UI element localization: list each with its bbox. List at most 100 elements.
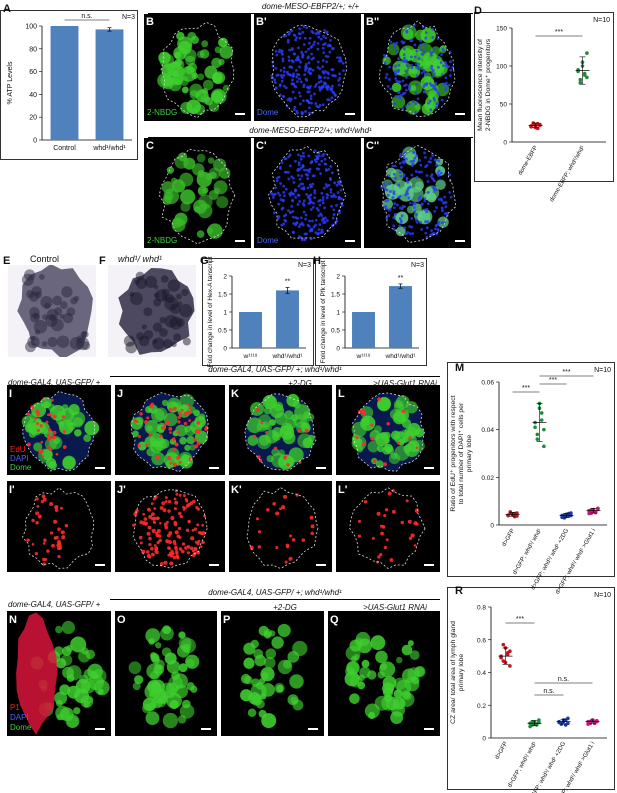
edu-spot <box>42 497 47 502</box>
edu-spot <box>180 408 184 412</box>
stain-spot <box>40 296 53 309</box>
nucleus <box>279 167 282 170</box>
nucleus <box>394 212 397 216</box>
cell-cluster <box>250 639 259 649</box>
nucleus <box>318 154 321 158</box>
nucleus <box>394 176 397 180</box>
panel-label-i: I <box>9 388 13 400</box>
edu-spot <box>61 535 66 540</box>
micrograph <box>240 623 318 730</box>
scale-bar <box>316 564 326 566</box>
nucleus <box>288 164 292 168</box>
edu-spot <box>272 501 276 506</box>
x-tick-label: d>GFP; whd¹/ whd¹ <box>512 528 543 576</box>
edu-spot <box>283 494 288 499</box>
stain-spot <box>25 341 36 353</box>
nucleus <box>415 49 419 53</box>
edu-spot <box>169 461 173 465</box>
nucleus <box>303 68 307 72</box>
edu-spot <box>57 527 61 532</box>
nucleus <box>340 197 343 201</box>
nucleus <box>288 97 291 100</box>
y-tick-label: 1.5 <box>218 292 227 299</box>
stain-spot <box>152 337 165 350</box>
nucleus <box>272 211 276 215</box>
nucleus <box>380 185 384 189</box>
nucleus <box>297 161 301 165</box>
nucleus <box>280 51 284 54</box>
y-tick-label: 60 <box>29 69 37 76</box>
nucleus <box>270 74 274 78</box>
cell-cluster <box>184 425 192 433</box>
nucleus <box>295 80 299 84</box>
nucleus <box>293 105 297 109</box>
cell-cluster <box>149 670 159 681</box>
nucleus <box>431 75 435 79</box>
nucleus <box>296 216 300 220</box>
n-label: N=3 <box>298 262 311 269</box>
cell-cluster <box>41 448 53 460</box>
header-c-row: dome-MESO-EBFP2/+; whd¹/whd¹ <box>249 126 372 135</box>
nucleus <box>407 87 411 90</box>
nucleus <box>330 204 333 208</box>
nucleus <box>306 186 310 190</box>
cell-cluster <box>172 217 183 228</box>
stain-spot <box>50 318 64 332</box>
nucleus <box>328 177 332 180</box>
nucleus <box>388 78 391 81</box>
nucleus <box>278 84 282 88</box>
nucleus <box>311 174 315 178</box>
nucleus <box>277 202 281 206</box>
nucleus <box>338 76 342 80</box>
nucleus <box>292 108 296 112</box>
bar <box>389 286 412 348</box>
nucleus <box>311 68 315 72</box>
panel-label-k1: K' <box>231 484 242 496</box>
y-tick-label: 0.5 <box>218 328 227 335</box>
edu-spot <box>169 561 174 566</box>
edu-spot <box>35 511 40 516</box>
cell-cluster <box>351 434 361 443</box>
cell-cluster <box>171 177 178 184</box>
edu-spot <box>51 543 55 548</box>
edu-spot <box>145 443 149 447</box>
edu-spot <box>185 528 190 532</box>
tissue-outline <box>267 146 347 239</box>
nucleus <box>298 36 302 40</box>
nucleus <box>410 225 414 229</box>
edu-spot <box>151 528 156 533</box>
nucleus <box>304 172 308 176</box>
edu-spot <box>193 438 197 442</box>
nucleus <box>298 94 302 98</box>
cell-cluster <box>75 678 91 694</box>
cell-cluster <box>426 192 437 203</box>
nucleus <box>330 171 334 175</box>
cell-cluster <box>396 656 403 664</box>
nucleus <box>302 85 306 89</box>
scale-bar <box>345 240 355 242</box>
cell-cluster <box>280 422 293 436</box>
y-tick-label: 80 <box>29 46 37 53</box>
edu-spot <box>49 531 54 535</box>
cell-cluster <box>358 674 366 681</box>
micrograph <box>157 21 245 119</box>
cell-cluster <box>190 35 199 45</box>
cell-cluster <box>382 687 394 698</box>
nucleus <box>310 57 314 61</box>
panel-label-e: E <box>3 255 11 267</box>
nucleus <box>440 221 444 225</box>
nucleus <box>277 215 281 218</box>
edu-spot <box>362 411 367 416</box>
nucleus <box>290 82 294 86</box>
nucleus <box>313 189 317 193</box>
data-point <box>593 510 598 515</box>
nucleus <box>312 201 315 205</box>
cell-cluster <box>166 166 174 174</box>
nucleus <box>410 66 414 70</box>
edu-spot <box>41 494 46 499</box>
cell-cluster <box>302 437 314 449</box>
cell-cluster <box>406 205 415 214</box>
edu-spot <box>47 436 52 441</box>
nucleus <box>279 74 283 77</box>
nucleus <box>328 50 332 54</box>
